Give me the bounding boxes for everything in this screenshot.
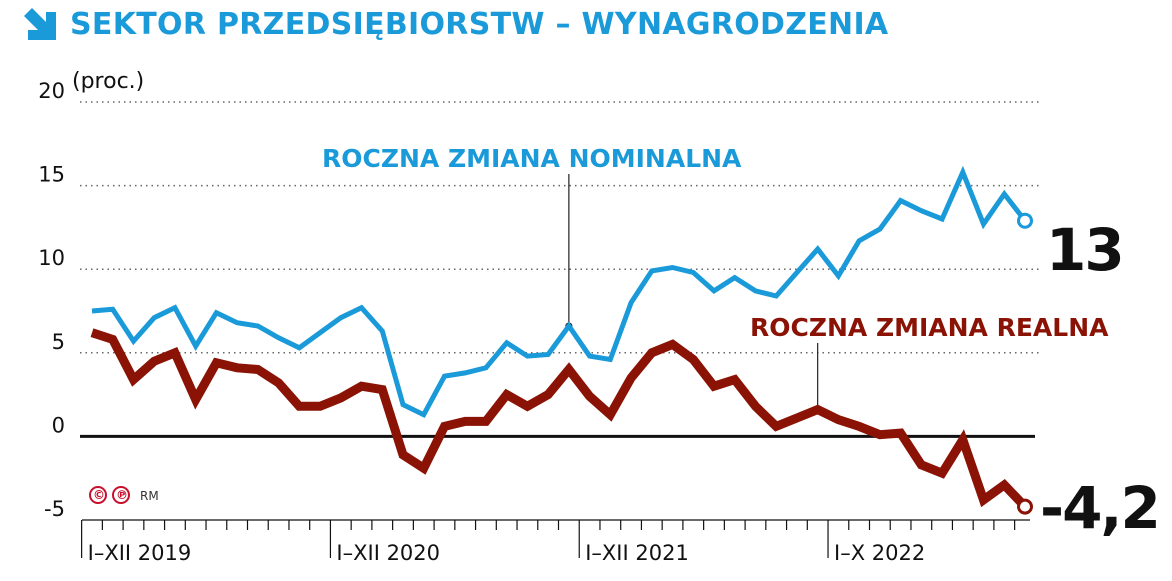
- chart-title: SEKTOR PRZEDSIĘBIORSTW – WYNAGRODZENIA: [70, 6, 889, 42]
- y-axis-unit-label: (proc.): [72, 69, 144, 94]
- end-value-real: -4,2: [1040, 474, 1159, 542]
- credit-author: RM: [140, 489, 159, 503]
- y-axis-ticks: -5 0 5 10 15 20: [38, 79, 65, 521]
- x-axis: I–XII 2019 I–XII 2020 I–XII 2021 I–X 2022: [81, 519, 1030, 565]
- phonogram-glyph: ℗: [116, 488, 128, 502]
- end-point-marker: [1017, 212, 1033, 229]
- chart-title-row: SEKTOR PRZEDSIĘBIORSTW – WYNAGRODZENIA: [22, 4, 888, 44]
- copyright-glyph: ©: [93, 488, 105, 502]
- series-label-real: ROCZNA ZMIANA REALNA: [750, 313, 1109, 342]
- y-tick-label: 0: [52, 413, 65, 437]
- end-value-nominal: 13: [1046, 216, 1123, 284]
- series-line-real: [90, 328, 1029, 510]
- label-leaders: [565, 174, 822, 414]
- y-tick-label: 15: [38, 163, 65, 187]
- y-tick-label: 20: [38, 79, 65, 103]
- x-tick-label: I–XII 2020: [336, 541, 440, 565]
- series-line-nominal: [91, 165, 1027, 418]
- x-tick-label: I–XII 2019: [88, 541, 192, 565]
- copyright-icon: [89, 486, 107, 504]
- y-tick-label: 5: [52, 330, 65, 354]
- y-tick-label: 10: [38, 246, 65, 270]
- x-tick-label: I–XII 2021: [585, 541, 689, 565]
- y-tick-label: -5: [44, 497, 65, 521]
- x-tick-label: I–X 2022: [834, 541, 925, 565]
- series-lines: [90, 165, 1033, 515]
- credit-mark: © ℗ RM: [89, 486, 159, 504]
- series-label-nominal: ROCZNA ZMIANA NOMINALNA: [322, 144, 742, 173]
- arrow-down-right-icon: [24, 8, 56, 40]
- phonogram-icon: [112, 486, 130, 504]
- end-point-marker: [1017, 498, 1033, 515]
